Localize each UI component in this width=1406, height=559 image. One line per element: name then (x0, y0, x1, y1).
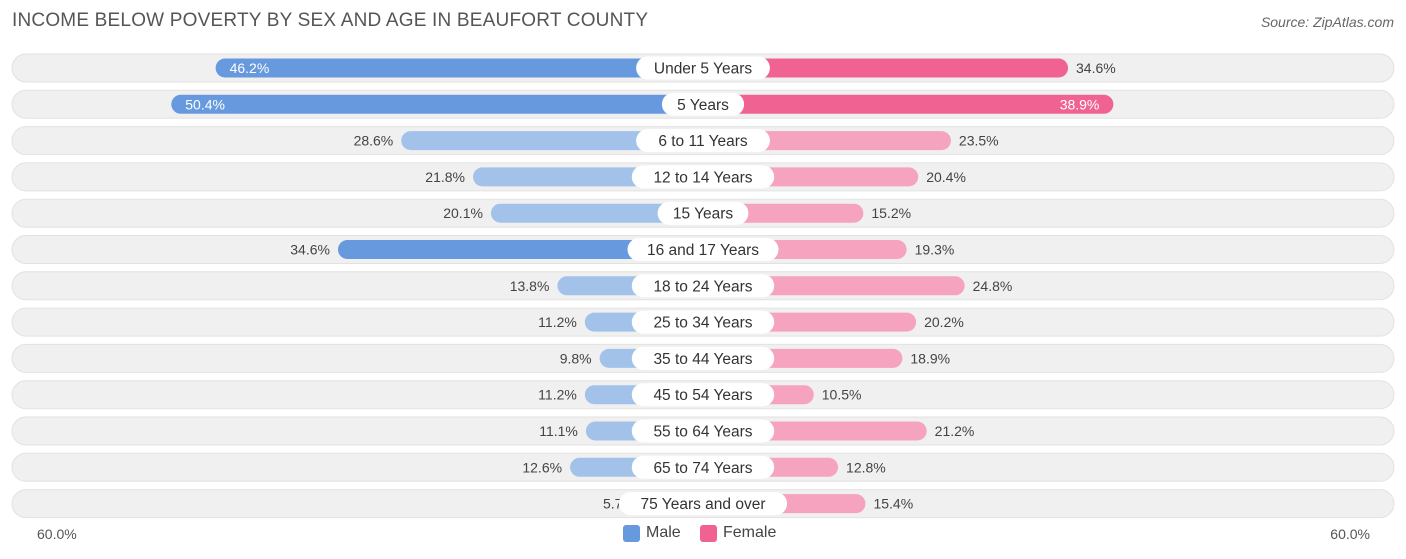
category-label: 25 to 34 Years (653, 315, 752, 332)
legend-swatch-male (623, 524, 640, 542)
category-pill (636, 129, 770, 153)
legend-label-male: Male (646, 524, 681, 541)
male-value-label: 11.2% (538, 314, 577, 330)
category-label: 35 to 44 Years (653, 351, 752, 368)
category-label: 15 Years (673, 206, 734, 223)
legend-label-female: Female (723, 524, 777, 541)
male-value-label: 50.4% (185, 96, 225, 112)
female-bar (703, 94, 1114, 114)
category-pill (657, 201, 749, 225)
category-pill (631, 346, 775, 370)
male-bar (401, 131, 703, 151)
category-pill (627, 238, 779, 261)
female-value-label: 20.2% (924, 314, 964, 330)
male-bar (490, 203, 703, 223)
category-label: 18 to 24 Years (653, 278, 752, 295)
male-value-label: 13.8% (510, 278, 550, 294)
category-label: 6 to 11 Years (658, 133, 748, 150)
category-label: 5 Years (677, 97, 729, 114)
legend-item-male[interactable]: Male (623, 524, 681, 542)
chart-area: 46.2% 34.6% Under 5 Years 50.4% 38.9% 5 Years… (11, 53, 1395, 519)
male-value-label: 46.2% (230, 60, 270, 76)
category-label: 45 to 54 Years (653, 387, 752, 404)
legend-item-female[interactable]: Female (700, 524, 776, 542)
female-value-label: 23.5% (959, 133, 999, 149)
female-value-label: 18.9% (910, 350, 950, 366)
female-bar (703, 58, 1069, 78)
category-pill (631, 455, 775, 479)
male-value-label: 11.2% (538, 387, 577, 403)
male-bar (171, 94, 703, 114)
female-value-label: 19.3% (915, 242, 955, 258)
female-value-label: 15.2% (871, 205, 911, 221)
category-pill (631, 165, 775, 189)
female-value-label: 24.8% (973, 278, 1013, 294)
category-pill (631, 383, 775, 407)
category-pill (631, 419, 775, 443)
male-value-label: 20.1% (443, 205, 483, 221)
axis-right-label: 60.0% (1330, 526, 1370, 542)
female-value-label: 38.9% (1060, 96, 1100, 112)
category-pill (661, 92, 745, 116)
category-label: 16 and 17 Years (647, 242, 759, 259)
category-label: 75 Years and over (641, 496, 766, 513)
female-value-label: 15.4% (873, 496, 913, 512)
category-label: Under 5 Years (654, 61, 752, 78)
source-label: Source: ZipAtlas.com (1260, 14, 1394, 30)
male-value-label: 28.6% (354, 133, 394, 149)
category-pill (618, 492, 788, 516)
male-value-label: 11.1% (539, 423, 578, 439)
male-bar (337, 240, 703, 259)
legend: Male Female (0, 524, 1406, 546)
category-pill (631, 310, 775, 334)
category-label: 12 to 14 Years (653, 169, 752, 186)
category-label: 55 to 64 Years (653, 424, 752, 441)
male-value-label: 34.6% (290, 242, 330, 258)
category-label: 65 to 74 Years (653, 460, 752, 477)
female-value-label: 12.8% (846, 459, 886, 475)
female-value-label: 21.2% (935, 423, 975, 439)
legend-swatch-female (700, 524, 717, 542)
male-bar (215, 58, 703, 78)
category-pill (636, 56, 770, 80)
chart-title: INCOME BELOW POVERTY BY SEX AND AGE IN B… (12, 10, 649, 31)
male-value-label: 9.8% (560, 350, 592, 366)
female-value-label: 20.4% (926, 169, 966, 185)
male-value-label: 12.6% (522, 459, 562, 475)
category-pill (631, 274, 775, 298)
female-value-label: 10.5% (822, 387, 862, 403)
axis-left-label: 60.0% (37, 526, 77, 542)
female-value-label: 34.6% (1076, 60, 1116, 76)
male-value-label: 21.8% (425, 169, 465, 185)
